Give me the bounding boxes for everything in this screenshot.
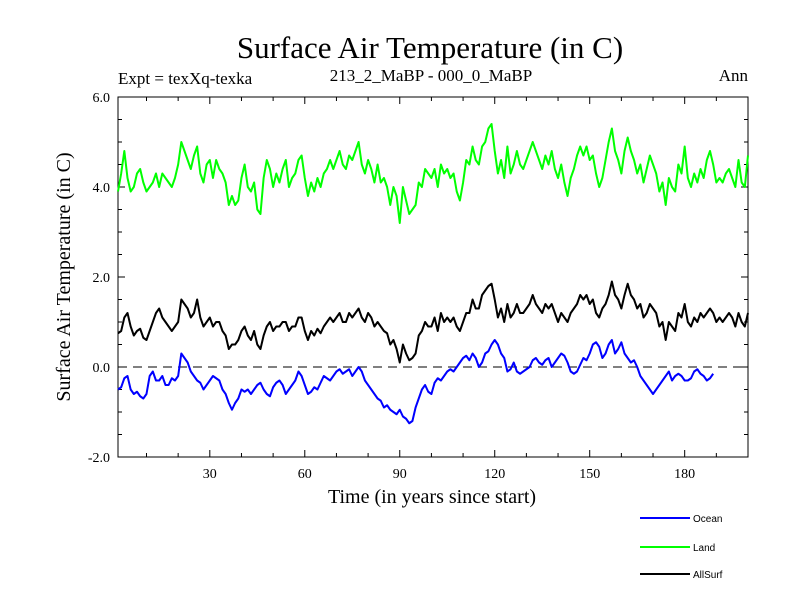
series-line-allsurf: [117, 280, 749, 364]
x-axis-label: Time (in years since start): [328, 486, 536, 508]
plot-frame: [117, 96, 749, 458]
legend-label-allsurf: AllSurf: [693, 570, 723, 581]
chart-title: Surface Air Temperature (in C): [237, 30, 623, 65]
series-line-ocean: [117, 339, 714, 425]
x-tick-label: 90: [393, 467, 407, 482]
y-tick-label: -2.0: [88, 451, 110, 466]
y-tick-label: 0.0: [93, 361, 111, 376]
legend-label-land: Land: [693, 543, 715, 554]
chart-subtitle-center: 213_2_MaBP - 000_0_MaBP: [330, 66, 532, 85]
y-tick-label: 4.0: [93, 181, 111, 196]
x-tick-label: 180: [674, 467, 695, 482]
x-tick-label: 30: [203, 467, 217, 482]
x-tick-label: 120: [484, 467, 505, 482]
legend: Ocean Land AllSurf: [640, 514, 723, 581]
y-axis-label: Surface Air Temperature (in C): [53, 152, 75, 401]
x-tick-label: 60: [298, 467, 312, 482]
chart-subtitle-right: Ann: [719, 66, 749, 85]
legend-label-ocean: Ocean: [693, 514, 722, 525]
chart-subtitle-left: Expt = texXq-texka: [118, 69, 253, 88]
plot-area: 30 60 90 120 150 180 -2.0 0.0 2.0 4.0 6.0: [88, 91, 749, 482]
x-tick-label: 150: [579, 467, 600, 482]
series-line-land: [117, 123, 749, 224]
y-tick-label: 6.0: [93, 91, 111, 106]
y-tick-label: 2.0: [93, 271, 111, 286]
